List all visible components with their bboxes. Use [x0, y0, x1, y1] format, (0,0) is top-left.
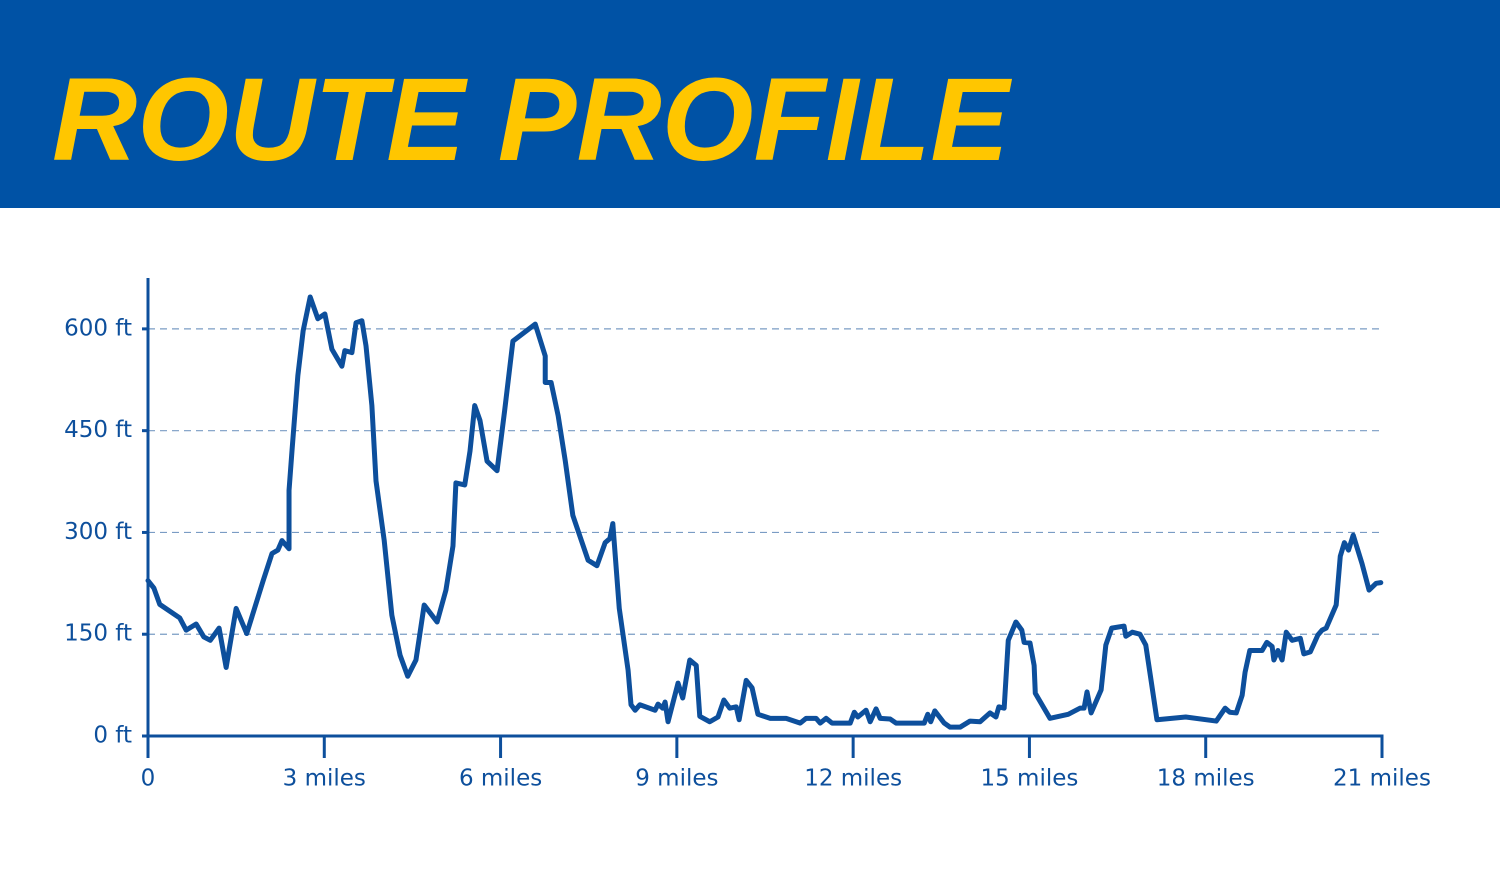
x-tick-label: 6 miles [459, 766, 542, 792]
x-tick-label: 15 miles [980, 766, 1078, 792]
x-tick-label: 9 miles [635, 766, 718, 792]
y-tick-label: 0 ft [93, 723, 132, 749]
y-tick-label: 300 ft [64, 519, 132, 545]
chart-title: ROUTE PROFILE [52, 54, 1012, 186]
y-tick-label: 600 ft [64, 315, 132, 341]
plot: 0 ft 150 ft 300 ft 450 ft 600 ft 0 3 miles 6 mi… [64, 278, 1431, 792]
y-tick-label: 450 ft [64, 417, 132, 443]
x-tick-label: 18 miles [1157, 766, 1255, 792]
x-tick-label: 3 miles [283, 766, 366, 792]
x-tick-label: 0 [141, 766, 156, 792]
x-tick-label: 21 miles [1333, 766, 1431, 792]
header-banner [0, 0, 1500, 208]
x-tick-label: 12 miles [804, 766, 902, 792]
y-tick-label: 150 ft [64, 621, 132, 647]
elevation-line [145, 294, 1384, 730]
